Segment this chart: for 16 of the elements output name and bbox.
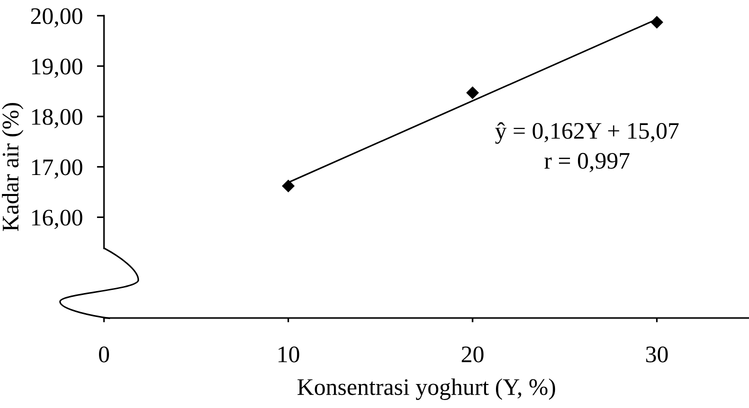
point bbox=[282, 180, 294, 192]
point bbox=[466, 86, 479, 99]
annotation: ŷ = 0,162Y + 15,07 bbox=[495, 122, 679, 144]
x-tick-label: 30 bbox=[646, 346, 668, 362]
x-tick-label: 20 bbox=[462, 346, 484, 362]
point bbox=[650, 16, 663, 28]
x-axis-title: Konsentrasi yoghurt (Y, %) bbox=[298, 378, 556, 400]
x-tick-label: 10 bbox=[278, 346, 300, 362]
y-tick-label: 17,00 bbox=[32, 159, 82, 179]
x-tick-label: 0 bbox=[98, 346, 110, 362]
annotation: r = 0,997 bbox=[544, 152, 630, 172]
y-tick-label: 19,00 bbox=[32, 58, 82, 78]
y-tick-label: 20,00 bbox=[31, 8, 82, 28]
y-axis-title: Kadar air (%) bbox=[2, 102, 24, 232]
y-tick-label: 16,00 bbox=[32, 210, 82, 230]
y-tick-label: 18,00 bbox=[32, 108, 82, 128]
